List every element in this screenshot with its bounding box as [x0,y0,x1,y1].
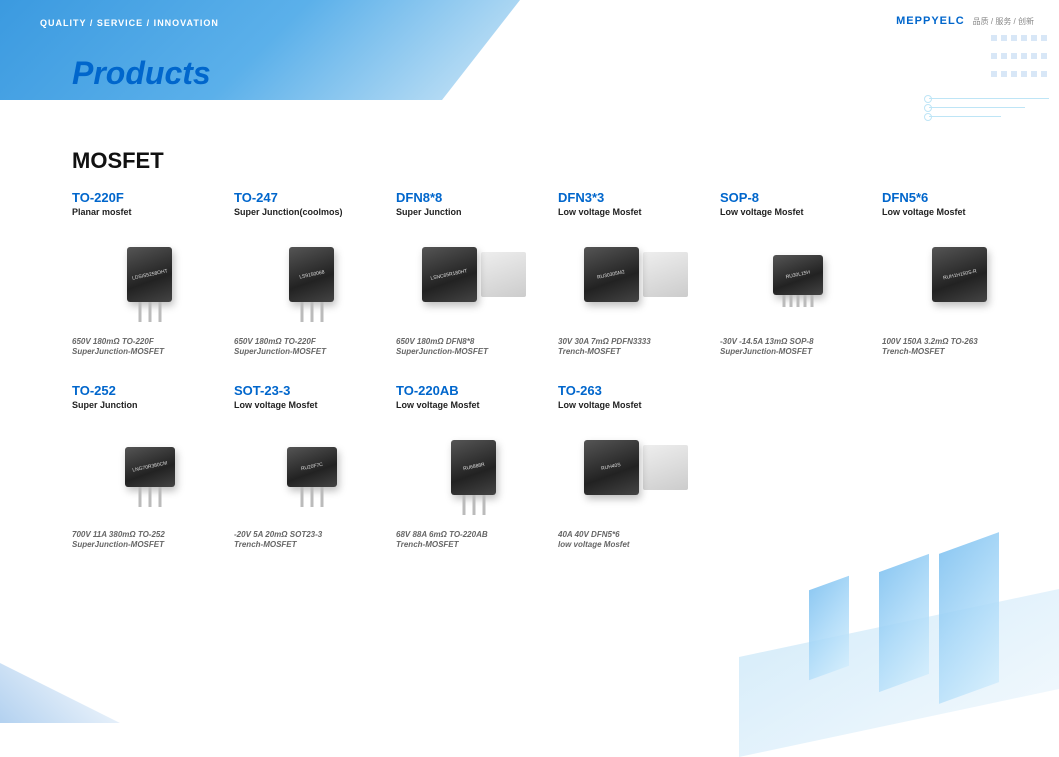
logo-brand-text: MEPPYELC [896,15,965,27]
product-image: LDSIS5258OHT [72,227,227,322]
product-subtitle: Low voltage Mosfet [558,207,713,217]
product-spec: 650V 180mΩ DFN8*8SuperJunction-MOSFET [396,337,551,358]
product-card: TO-252 Super Junction LNG70R380CM 700V 11A … [72,383,227,551]
page-title: Products [72,55,211,92]
product-name: DFN8*8 [396,190,551,205]
product-subtitle: Super Junction(coolmos) [234,207,389,217]
product-image: RU30305M2 [558,227,713,322]
product-spec: 650V 180mΩ TO-220FSuperJunction-MOSFET [72,337,227,358]
product-subtitle: Super Junction [396,207,551,217]
product-card: SOT-23-3 Low voltage Mosfet RU20F7C -20V 5A… [234,383,389,551]
product-name: TO-220AB [396,383,551,398]
product-spec: -20V 5A 20mΩ SOT23-3Trench-MOSFET [234,530,389,551]
product-subtitle: Low voltage Mosfet [234,400,389,410]
product-card: TO-263 Low voltage Mosfet RUH40S 40A 40V DF… [558,383,713,551]
product-image: RU30L15H [720,227,875,322]
product-subtitle: Super Junction [72,400,227,410]
product-subtitle: Planar mosfet [72,207,227,217]
product-card: DFN8*8 Super Junction LSNC65R180HT 650V 180… [396,190,551,358]
product-card: DFN5*6 Low voltage Mosfet RUH1H150S-R 100V … [882,190,1037,358]
product-image: RUH1H150S-R [882,227,1037,322]
product-image: LS9150068 [234,227,389,322]
product-image: RU6888R [396,420,551,515]
logo-tagline-text: 品质 / 服务 / 创新 [973,16,1034,27]
bottom-blue-accent [0,663,120,723]
product-subtitle: Low voltage Mosfet [558,400,713,410]
product-name: TO-252 [72,383,227,398]
product-spec: 650V 180mΩ TO-220FSuperJunction-MOSFET [234,337,389,358]
product-name: DFN5*6 [882,190,1037,205]
product-name: TO-263 [558,383,713,398]
product-name: SOP-8 [720,190,875,205]
product-card: TO-220F Planar mosfet LDSIS5258OHT 650V 180… [72,190,227,358]
product-subtitle: Low voltage Mosfet [396,400,551,410]
product-name: TO-247 [234,190,389,205]
product-spec: 700V 11A 380mΩ TO-252SuperJunction-MOSFE… [72,530,227,551]
product-image: LNG70R380CM [72,420,227,515]
product-card: TO-247 Super Junction(coolmos) LS9150068 65… [234,190,389,358]
product-image: RU20F7C [234,420,389,515]
product-spec: 40A 40V DFN5*6low voltage Mosfet [558,530,713,551]
product-spec: 30V 30A 7mΩ PDFN3333Trench-MOSFET [558,337,713,358]
product-grid: TO-220F Planar mosfet LDSIS5258OHT 650V 180… [72,190,1039,551]
product-card: TO-220AB Low voltage Mosfet RU6888R 68V 88A… [396,383,551,551]
product-subtitle: Low voltage Mosfet [720,207,875,217]
section-title: MOSFET [72,148,164,174]
product-spec: 100V 150A 3.2mΩ TO-263Trench-MOSFET [882,337,1037,358]
product-image: LSNC65R180HT [396,227,551,322]
header-tagline: QUALITY / SERVICE / INNOVATION [40,18,219,28]
product-name: SOT-23-3 [234,383,389,398]
product-card: DFN3*3 Low voltage Mosfet RU30305M2 30V 30A… [558,190,713,358]
iso-platform [739,589,1059,757]
product-subtitle: Low voltage Mosfet [882,207,1037,217]
brand-logo: MEPPYELC 品质 / 服务 / 创新 [896,15,1034,27]
product-spec: 68V 88A 6mΩ TO-220ABTrench-MOSFET [396,530,551,551]
product-spec: -30V -14.5A 13mΩ SOP-8SuperJunction-MOSF… [720,337,875,358]
product-card: SOP-8 Low voltage Mosfet RU30L15H -30V -14.… [720,190,875,358]
product-name: TO-220F [72,190,227,205]
product-image: RUH40S [558,420,713,515]
decorative-circuit-lines [929,90,1049,120]
product-name: DFN3*3 [558,190,713,205]
